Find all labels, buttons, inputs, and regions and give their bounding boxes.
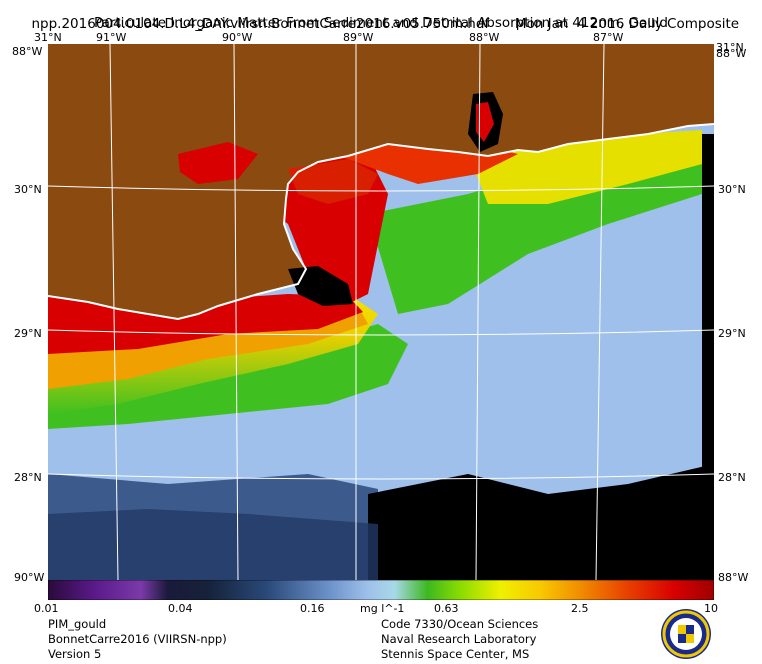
- no-data-delta: [288, 266, 353, 306]
- lon-label-top-87: 87°W: [593, 31, 624, 44]
- lat-label-left-30: 30°N: [14, 183, 42, 196]
- org-location: Stennis Space Center, MS: [381, 647, 530, 661]
- no-data-east-edge: [702, 134, 714, 580]
- corner-lon-top-right: 88°W: [716, 47, 747, 60]
- colorbar-tick-4: 2.5: [571, 602, 589, 615]
- colorbar-tick-3: 0.63: [434, 602, 459, 615]
- land-louisiana-mississippi: [48, 44, 714, 319]
- composite-date: Mon Jan 4 2016 Daily Composite: [514, 16, 740, 32]
- colorbar-tick-0: 0.01: [34, 602, 59, 615]
- colorbar-tick-2: 0.16: [300, 602, 325, 615]
- corner-lon-bottom-left: 90°W: [14, 571, 45, 584]
- colorbar: [48, 580, 714, 600]
- header-line-1: npp.2016004.0104.D.L4_DAY.viirsn.BonnetC…: [0, 2, 762, 32]
- corner-lon-bottom-right: 88°W: [718, 571, 749, 584]
- coastline: [48, 123, 714, 321]
- corner-lon-top-left: 88°W: [12, 45, 43, 58]
- lat-label-left-29: 29°N: [14, 327, 42, 340]
- graticule: [48, 44, 714, 580]
- lon-label-top-90: 90°W: [222, 31, 253, 44]
- corner-lat-top-left: 31°N: [34, 31, 62, 44]
- deep-water-south: [48, 509, 378, 580]
- product-name: PIM_gould: [48, 617, 107, 631]
- lat-label-right-28: 28°N: [718, 471, 746, 484]
- dataset-name: BonnetCarre2016 (VIIRSN-npp): [48, 632, 227, 646]
- product-title: Particulate Inorganic Matter From Sedime…: [94, 15, 668, 31]
- corner-lat-top-right: 31°N: [716, 41, 744, 54]
- org-code: Code 7330/Ocean Sciences: [381, 617, 539, 631]
- lat-label-right-29: 29°N: [718, 327, 746, 340]
- lake-maurepas: [178, 142, 258, 184]
- colorbar-tick-5: 10: [704, 602, 718, 615]
- lon-label-top-89: 89°W: [343, 31, 374, 44]
- lat-label-right-30: 30°N: [718, 183, 746, 196]
- colorbar-unit: mg l^-1: [360, 602, 405, 615]
- no-data-south-east: [368, 464, 714, 580]
- version-label: Version 5: [48, 647, 102, 661]
- nrl-seal-logo: [661, 609, 711, 659]
- satellite-map[interactable]: [48, 44, 714, 580]
- file-name: npp.2016004.0104.D.L4_DAY.viirsn.BonnetC…: [31, 16, 490, 32]
- org-name: Naval Research Laboratory: [381, 632, 537, 646]
- lon-label-top-91: 91°W: [96, 31, 127, 44]
- lon-label-top-88: 88°W: [469, 31, 500, 44]
- mobile-bay: [476, 102, 494, 142]
- colorbar-tick-1: 0.04: [168, 602, 193, 615]
- lat-label-left-28: 28°N: [14, 471, 42, 484]
